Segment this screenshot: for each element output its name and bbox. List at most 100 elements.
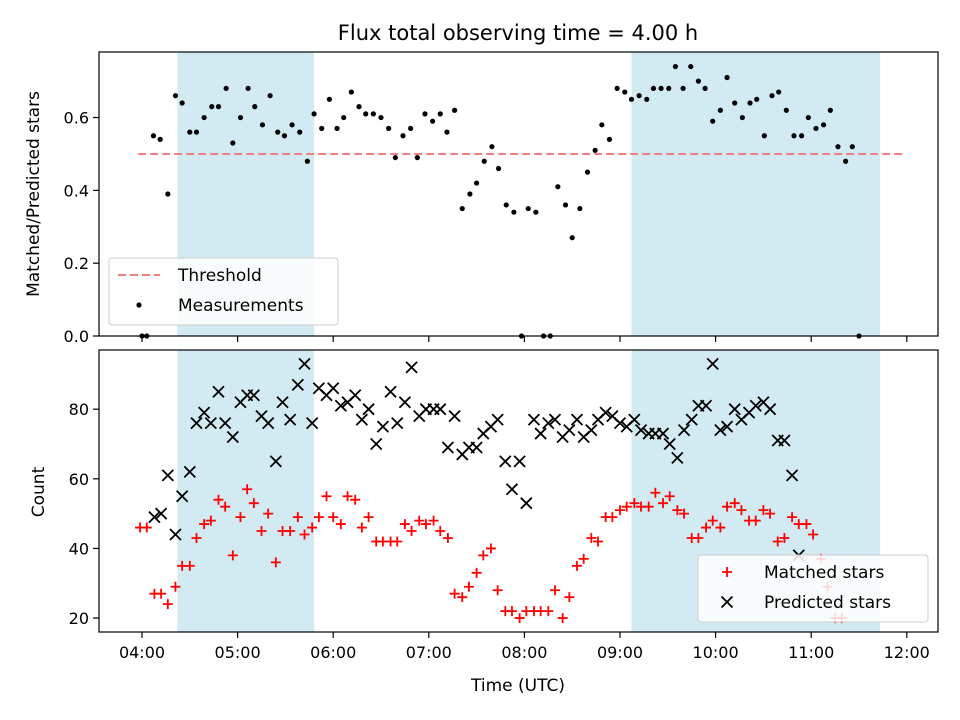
matched-star-point [664, 491, 675, 502]
measurement-point [688, 63, 694, 70]
top-legend: Threshold Measurements [108, 257, 339, 326]
measurement-point [223, 85, 229, 92]
matched-star-point [205, 515, 216, 526]
measurement-point [289, 122, 295, 128]
predicted-star-point [441, 441, 455, 454]
y-tick-label: 20 [69, 609, 89, 628]
predicted-star-point [291, 378, 304, 391]
predicted-star-point [327, 382, 340, 395]
matched-star-point [220, 501, 231, 512]
measurement-point [474, 180, 480, 186]
legend-predicted-label: Predicted stars [764, 593, 891, 613]
predicted-star-point [714, 423, 727, 437]
measurement-point [761, 133, 767, 139]
x-tick-label: 07:00 [406, 643, 452, 662]
predicted-star-point [563, 423, 576, 437]
predicted-star-point [398, 396, 412, 409]
predicted-star-point [262, 416, 275, 430]
x-tick-label: 08:00 [501, 643, 547, 662]
predicted-star-point [148, 510, 161, 524]
top-y-axis-label: Matched/Predicted stars [24, 91, 44, 297]
measurement-point [481, 158, 487, 164]
matched-star-point [307, 522, 318, 533]
measurement-point [628, 96, 635, 102]
matched-star-point [442, 533, 453, 543]
y-tick-label: 0.0 [64, 327, 89, 346]
predicted-star-point [226, 430, 239, 444]
measurement-point [304, 158, 310, 164]
measurement-point [400, 133, 406, 139]
predicted-star-point [785, 469, 799, 482]
measurement-point [843, 158, 849, 164]
matched-star-point [549, 585, 560, 596]
legend-threshold-label: Threshold [177, 266, 262, 286]
predicted-star-point [384, 385, 397, 398]
predicted-star-point [183, 465, 196, 478]
measurement-point [717, 107, 723, 113]
measurement-point [710, 118, 716, 124]
measurement-point [614, 85, 620, 92]
measurement-point [201, 114, 207, 121]
matched-star-point [571, 560, 582, 571]
matched-star-point [772, 536, 783, 547]
matched-star-point [256, 526, 267, 537]
x-tick-label: 09:00 [597, 643, 643, 662]
predicted-star-point [198, 406, 211, 419]
matched-star-point [213, 494, 224, 505]
measurement-point [799, 133, 805, 139]
measurement-point [754, 96, 760, 102]
matched-star-point [184, 560, 195, 571]
predicted-star-point [720, 420, 734, 433]
predicted-star-point [685, 413, 698, 426]
bottom-legend: Matched stars Predicted stars [697, 554, 929, 623]
matched-star-point [335, 519, 346, 530]
matched-star-point [478, 550, 489, 561]
predicted-star-point [656, 427, 670, 440]
legend-predicted-swatch [720, 595, 734, 609]
predicted-star-point [176, 490, 189, 503]
matched-star-point [506, 606, 517, 617]
matched-star-point [428, 515, 439, 526]
measurement-point [724, 74, 730, 81]
top-measurement-points [139, 63, 862, 339]
matched-star-point [701, 522, 712, 533]
matched-star-point [463, 581, 474, 592]
matched-star-point [808, 529, 819, 540]
measurement-point [386, 125, 392, 132]
predicted-star-point [434, 403, 447, 416]
matched-star-point [643, 501, 654, 512]
measurement-point [245, 85, 251, 92]
matched-star-point [162, 599, 173, 610]
matched-star-point [750, 515, 761, 526]
y-tick-label: 0.4 [64, 181, 89, 200]
x-axis-label: Time (UTC) [470, 676, 565, 696]
measurement-point [370, 111, 376, 117]
matched-star-point [449, 588, 460, 599]
predicted-star-point [542, 416, 555, 430]
predicted-star-point [628, 413, 641, 426]
measurement-point [769, 93, 775, 99]
predicted-star-point [499, 455, 512, 468]
predicted-star-point [470, 441, 483, 454]
measurement-point [408, 125, 414, 132]
predicted-star-point [728, 403, 741, 416]
measurement-point [334, 125, 340, 132]
measurement-point [636, 93, 642, 99]
measurement-point [444, 129, 450, 135]
predicted-star-point [634, 423, 648, 437]
x-tick-label: 12:00 [884, 643, 930, 662]
measurement-point [533, 209, 539, 215]
predicted-star-point [161, 469, 174, 482]
measurement-point [732, 100, 738, 106]
predicted-star-point [513, 455, 526, 468]
y-tick-label: 80 [69, 400, 89, 419]
matched-star-point [765, 508, 776, 519]
measurement-point [237, 114, 244, 121]
chart-title: Flux total observing time = 4.00 h [338, 21, 698, 45]
bottom-panel: 20 40 60 80 04:00 05:00 06:00 07:00 08:00 09:00 10… [29, 349, 939, 696]
predicted-star-point [448, 410, 461, 423]
measurement-point [297, 129, 303, 135]
matched-star-point [242, 484, 253, 495]
matched-star-point [457, 592, 468, 603]
